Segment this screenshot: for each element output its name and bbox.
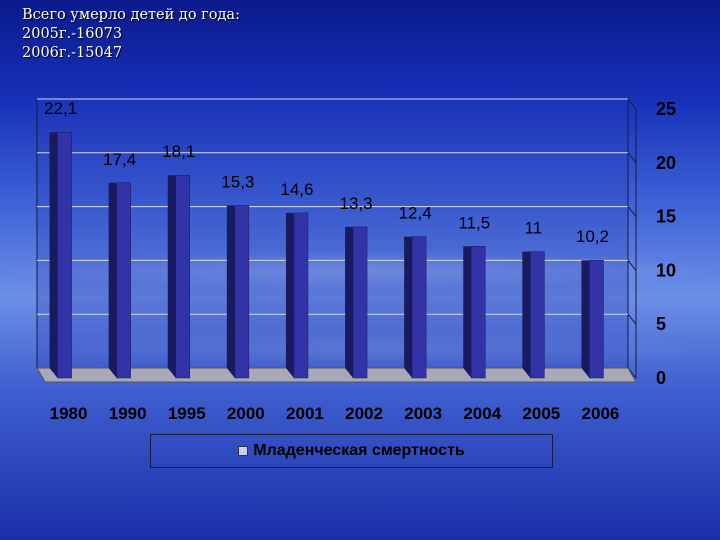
bar [589, 259, 604, 379]
bar-side [49, 132, 58, 378]
x-tick-label: 2002 [345, 404, 383, 423]
header-stat-2006: 2006г.-15047 [22, 45, 123, 61]
x-tick-label: 1990 [109, 404, 147, 423]
y-tick-label: 25 [656, 99, 676, 119]
bar [175, 174, 190, 379]
bar-side [108, 182, 117, 378]
data-label: 17,4 [103, 150, 136, 169]
bar-side [345, 226, 354, 378]
bar [471, 246, 486, 379]
data-label: 12,4 [399, 204, 432, 223]
legend-label: Младенческая смертность [253, 442, 465, 459]
bar [352, 226, 368, 379]
y-tick-mark [627, 260, 637, 271]
bar [411, 236, 427, 379]
data-label: 11 [525, 219, 543, 238]
y-tick-mark [627, 206, 637, 217]
bar [57, 131, 72, 379]
x-tick-label: 2005 [522, 404, 560, 423]
data-label: 10,2 [576, 227, 609, 246]
bar-side [404, 236, 413, 378]
y-tick-label: 10 [656, 260, 676, 280]
y-tick-label: 5 [656, 314, 666, 334]
legend-swatch [238, 446, 249, 456]
data-label: 14,6 [280, 180, 313, 199]
bar [234, 205, 250, 379]
data-label: 11,5 [458, 213, 490, 232]
bar-side [226, 205, 235, 378]
x-tick-label: 1995 [168, 404, 206, 423]
data-label: 18,1 [162, 142, 195, 161]
data-label: 15,3 [221, 172, 254, 191]
x-tick-label: 2006 [582, 404, 620, 423]
bar [116, 182, 131, 379]
bar-side [463, 246, 472, 378]
y-tick-mark [627, 98, 637, 110]
bar [293, 212, 309, 379]
bar-side [285, 212, 294, 378]
y-tick-mark [627, 152, 637, 164]
data-label: 13,3 [340, 194, 373, 213]
header-text: Всего умерло детей до года: 2005г.-16073… [22, 6, 240, 63]
chart-legend: Младенческая смертность [150, 434, 553, 468]
y-tick-label: 20 [656, 153, 676, 173]
header-title: Всего умерло детей до года: [22, 7, 240, 23]
y-tick-label: 0 [656, 368, 666, 388]
x-tick-label: 1980 [50, 404, 88, 423]
y-tick-mark [627, 313, 637, 325]
x-tick-label: 2001 [286, 404, 324, 423]
data-label: 22,1 [44, 99, 77, 118]
header-stat-2005: 2005г.-16073 [22, 26, 123, 42]
bar-side [522, 251, 531, 378]
x-tick-label: 2004 [463, 404, 501, 423]
x-tick-label: 2000 [227, 404, 265, 423]
bar-side [581, 260, 590, 378]
x-tick-label: 2003 [404, 404, 442, 423]
bar [530, 251, 545, 379]
y-tick-label: 15 [656, 207, 676, 227]
bar-side [167, 175, 176, 378]
